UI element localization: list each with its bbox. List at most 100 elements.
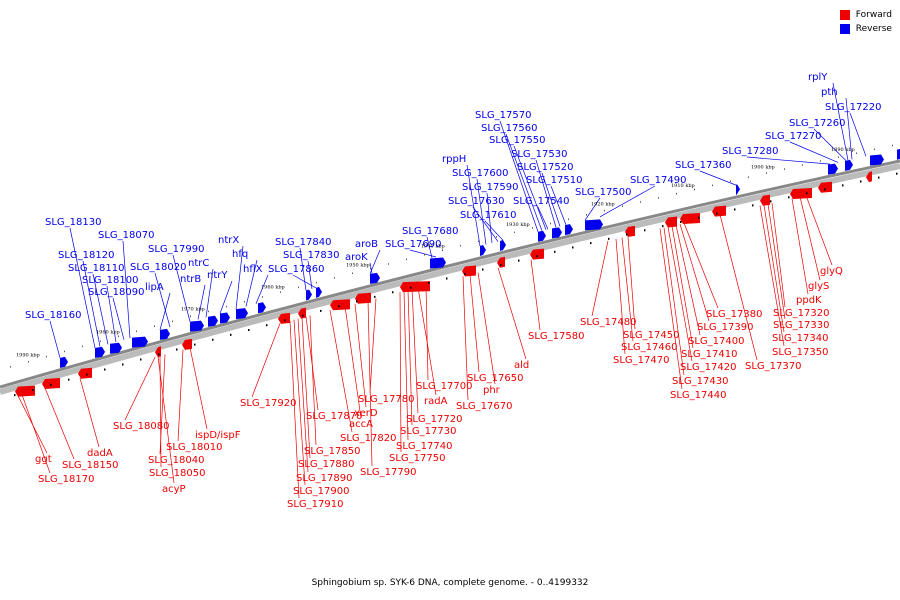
reverse-gene xyxy=(258,302,266,314)
gene-label: SLG_17820 xyxy=(340,433,396,444)
gene-label: SLG_17780 xyxy=(358,394,414,405)
tick-label: 1930 kbp xyxy=(506,222,530,228)
gene-label: SLG_17220 xyxy=(825,102,881,113)
tick-mark xyxy=(460,244,461,247)
tick-mark xyxy=(154,325,155,328)
gene-arrow xyxy=(585,219,603,231)
forward-gene xyxy=(298,307,306,319)
tick-mark xyxy=(338,305,340,308)
leader-line xyxy=(293,319,306,486)
gene-label: SLG_18050 xyxy=(149,468,205,479)
leader-line xyxy=(486,192,493,244)
gene-label: SLG_17490 xyxy=(630,175,686,186)
gene-arrow xyxy=(828,163,838,175)
gene-label: SLG_17410 xyxy=(681,349,737,360)
gene-label: SLG_18160 xyxy=(25,310,81,321)
leader-line xyxy=(112,297,125,340)
reverse-gene xyxy=(897,149,900,160)
leader-line xyxy=(591,240,609,317)
tick-label: 1910 kbp xyxy=(671,183,695,189)
gene-label: SLG_18070 xyxy=(98,230,154,241)
gene-arrow xyxy=(60,356,68,368)
tick-mark xyxy=(842,184,844,187)
leader-line xyxy=(297,318,309,473)
reverse-gene xyxy=(60,356,68,368)
tick-label: 1990 kbp xyxy=(16,352,40,358)
tick-mark xyxy=(478,240,479,243)
tick-mark xyxy=(824,188,826,191)
tick-mark xyxy=(280,291,281,293)
forward-gene xyxy=(330,299,350,311)
tick-mark xyxy=(676,192,677,195)
leader-line xyxy=(309,315,317,446)
reverse-gene xyxy=(208,315,218,327)
tick-mark xyxy=(82,345,83,348)
gene-arrow xyxy=(480,245,486,257)
gene-label: SLG_17670 xyxy=(456,401,512,412)
gene-arrow xyxy=(818,181,832,193)
legend-label: Reverse xyxy=(855,24,892,34)
forward-swatch xyxy=(839,10,850,20)
reverse-gene xyxy=(95,346,105,358)
leader-line xyxy=(255,274,269,304)
leader-line xyxy=(122,240,131,339)
reverse-gene xyxy=(538,230,546,242)
gene-arrow xyxy=(370,272,380,284)
gene-label: SLG_17900 xyxy=(293,486,349,497)
gene-label: ntrY xyxy=(207,270,228,281)
gene-label: ggt xyxy=(35,454,52,465)
tick-mark xyxy=(28,360,29,363)
tick-mark xyxy=(784,168,785,170)
leader-line xyxy=(159,292,171,330)
gene-label: SLG_17610 xyxy=(460,210,516,221)
leader-line xyxy=(472,206,499,242)
leader-line xyxy=(584,197,601,221)
reverse-gene xyxy=(828,163,838,175)
tick-mark xyxy=(352,272,353,275)
tick-mark xyxy=(878,176,880,179)
gene-arrow xyxy=(712,205,726,217)
tick-mark xyxy=(334,277,335,279)
leader-line xyxy=(476,178,487,245)
leader-line xyxy=(550,185,567,226)
tick-mark xyxy=(608,237,610,240)
leader-line xyxy=(462,276,469,401)
leader-line xyxy=(411,289,419,414)
leader-line xyxy=(159,355,162,468)
tick-mark xyxy=(716,212,718,215)
leader-line xyxy=(399,292,402,453)
tick-mark xyxy=(734,208,736,211)
map-caption: Sphingobium sp. SYK-6 DNA, complete geno… xyxy=(311,578,589,588)
leader-line xyxy=(541,172,561,227)
reverse-gene xyxy=(585,219,603,231)
gene-label: SLG_18090 xyxy=(88,287,144,298)
gene-label: SLG_17460 xyxy=(621,342,677,353)
tick-mark xyxy=(806,192,808,195)
leader-line xyxy=(409,249,437,258)
forward-gene xyxy=(400,281,430,293)
leader-line xyxy=(679,223,710,322)
gene-label: SLG_17530 xyxy=(511,149,567,160)
forward-gene xyxy=(760,194,770,206)
gene-label: ntrC xyxy=(188,258,209,269)
backbone xyxy=(0,159,900,389)
reverse-gene xyxy=(110,342,122,354)
gene-label: SLG_17320 xyxy=(773,308,829,319)
gene-arrow xyxy=(530,248,544,260)
gene-arrow xyxy=(110,342,122,354)
gene-arrow xyxy=(355,292,371,304)
tick-mark xyxy=(212,338,214,341)
gene-label: SLG_17990 xyxy=(148,244,204,255)
tick-mark xyxy=(86,373,88,376)
gene-label: SLG_17580 xyxy=(528,331,584,342)
leader-line xyxy=(219,280,233,314)
tick-mark xyxy=(658,197,659,199)
tick-mark xyxy=(190,315,191,318)
leader-line xyxy=(407,290,413,426)
gene-label: SLG_17730 xyxy=(400,426,456,437)
gene-label: dadA xyxy=(87,448,113,459)
leader-line xyxy=(513,145,547,230)
tick-mark xyxy=(752,204,754,207)
forward-gene xyxy=(42,377,60,389)
reverse-gene xyxy=(845,159,853,171)
